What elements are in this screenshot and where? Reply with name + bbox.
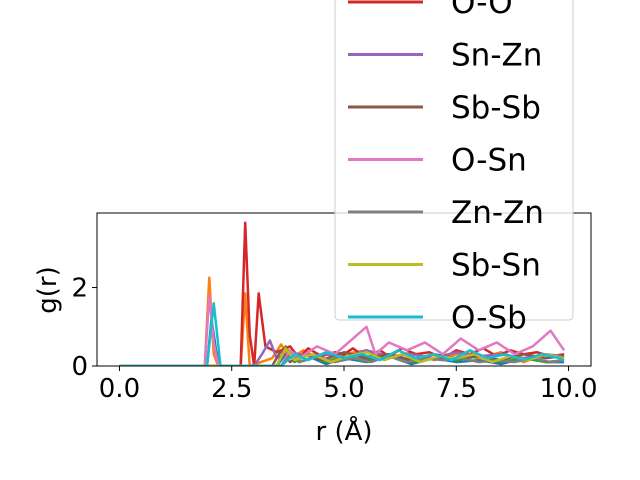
x-tick-label: 5.0 xyxy=(323,374,364,404)
legend: O-O Sn-Zn Sb-Sb O-Sn Zn-Zn Sb-Sn O-Sb xyxy=(334,0,574,336)
x-tick-label: 2.5 xyxy=(211,374,252,404)
series-line-6 xyxy=(119,294,566,366)
y-tick-label: 2 xyxy=(71,274,88,304)
legend-label: Sb-Sb xyxy=(451,90,541,126)
legend-label: O-Sb xyxy=(451,300,527,336)
legend-label: O-O xyxy=(451,0,513,21)
y-tick-label: 0 xyxy=(71,352,88,382)
x-tick-label: 10.0 xyxy=(540,374,598,404)
x-tick-label: 0.0 xyxy=(99,374,140,404)
x-tick-label: 7.5 xyxy=(436,374,477,404)
y-axis: 02 xyxy=(71,274,97,382)
x-axis: 0.0 2.5 5.0 7.5 10.0 xyxy=(99,366,598,404)
legend-label: Zn-Zn xyxy=(451,195,544,231)
series-layer xyxy=(119,221,566,366)
legend-label: Sb-Sn xyxy=(451,248,541,284)
x-axis-label: r (Å) xyxy=(315,415,372,447)
series-line-9 xyxy=(119,301,565,366)
legend-label: O-Sn xyxy=(451,143,527,179)
legend-label: Sn-Zn xyxy=(451,38,542,74)
legend-frame xyxy=(334,0,574,321)
series-line-7 xyxy=(119,352,565,366)
y-axis-label: g(r) xyxy=(33,266,63,313)
